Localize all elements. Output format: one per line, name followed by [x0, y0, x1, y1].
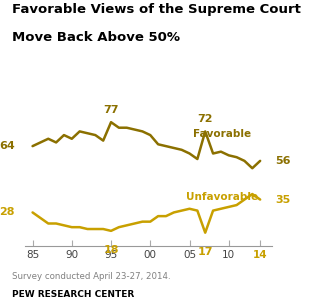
- Text: 28: 28: [0, 208, 15, 217]
- Text: Survey conducted April 23-27, 2014.: Survey conducted April 23-27, 2014.: [12, 272, 171, 281]
- Text: Move Back Above 50%: Move Back Above 50%: [12, 31, 180, 44]
- Text: Favorable Views of the Supreme Court: Favorable Views of the Supreme Court: [12, 3, 301, 16]
- Text: Favorable: Favorable: [193, 129, 252, 139]
- Text: 72: 72: [197, 115, 213, 124]
- Text: 64: 64: [0, 141, 15, 151]
- Text: 77: 77: [103, 105, 119, 115]
- Text: 18: 18: [103, 245, 119, 255]
- Text: 17: 17: [197, 247, 213, 257]
- Text: 56: 56: [275, 156, 291, 166]
- Text: PEW RESEARCH CENTER: PEW RESEARCH CENTER: [12, 290, 135, 299]
- Text: Unfavorable: Unfavorable: [186, 192, 258, 202]
- Text: 35: 35: [275, 195, 291, 204]
